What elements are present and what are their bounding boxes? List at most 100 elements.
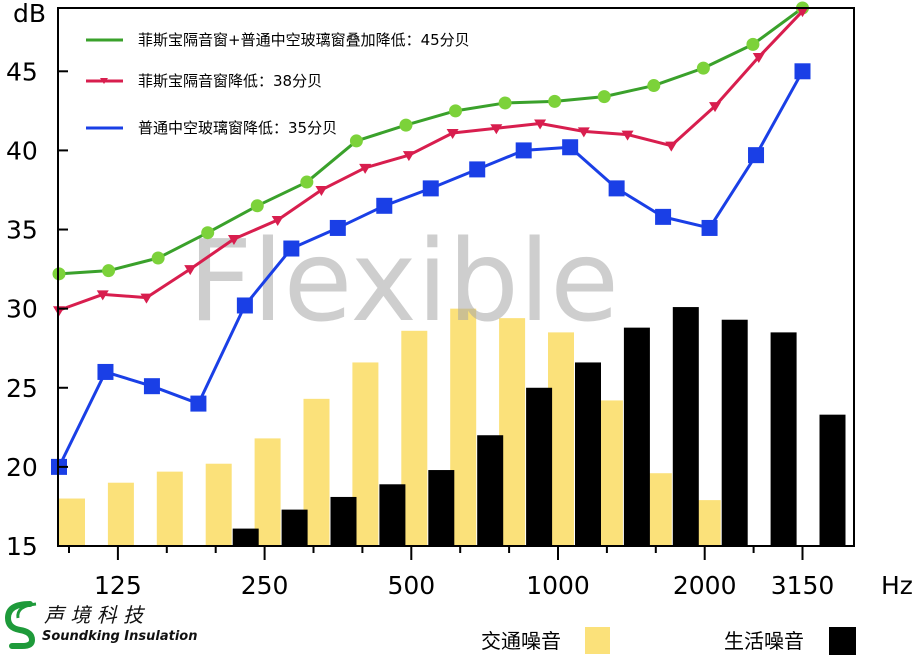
legend-label-triangle: 菲斯宝隔音窗降低：38分贝 xyxy=(138,72,322,90)
legend-marker-triangle xyxy=(100,78,108,84)
bar-traffic-250 xyxy=(254,438,281,546)
bar-life-1250 xyxy=(623,327,650,546)
bar-life-2000 xyxy=(721,319,748,546)
bar-life-630 xyxy=(477,435,504,546)
x-tick-label-1000: 1000 xyxy=(526,571,590,600)
bar-traffic-200 xyxy=(205,463,232,546)
bottom-legend-life-label: 生活噪音 xyxy=(724,629,804,653)
bar-traffic-125 xyxy=(107,482,134,546)
bar-traffic-400 xyxy=(352,362,379,546)
point-circle-2 xyxy=(151,251,165,265)
bar-life-3150 xyxy=(819,414,846,546)
point-square-10 xyxy=(515,142,532,159)
x-tick-label-3150: 3150 xyxy=(771,571,835,600)
point-triangle-17 xyxy=(796,7,809,18)
lines-layer xyxy=(51,1,811,475)
point-square-3 xyxy=(190,395,207,412)
bar-traffic-160 xyxy=(156,471,183,546)
y-unit-label: dB xyxy=(13,0,46,28)
bottom-legend-life-swatch xyxy=(829,627,856,655)
point-triangle-7 xyxy=(359,163,372,174)
point-triangle-4 xyxy=(227,235,240,246)
logo-english: Soundking Insulation xyxy=(42,629,197,644)
point-circle-8 xyxy=(449,104,463,118)
legend-label-square: 普通中空玻璃窗降低：35分贝 xyxy=(138,119,337,137)
point-square-2 xyxy=(143,378,160,395)
x-tick-label-500: 500 xyxy=(387,571,435,600)
bar-life-250 xyxy=(281,509,308,546)
point-triangle-3 xyxy=(184,265,197,276)
point-triangle-11 xyxy=(534,119,547,130)
bar-life-1600 xyxy=(672,307,699,546)
y-tick-label-25: 25 xyxy=(6,374,38,403)
point-square-11 xyxy=(562,139,579,156)
point-triangle-5 xyxy=(271,216,284,227)
bottom-legend-traffic-swatch xyxy=(585,627,610,654)
point-triangle-6 xyxy=(315,185,328,196)
point-circle-9 xyxy=(498,96,512,110)
point-circle-14 xyxy=(746,37,760,51)
point-triangle-9 xyxy=(446,129,459,140)
bar-life-200 xyxy=(232,528,259,546)
point-circle-10 xyxy=(548,94,562,108)
point-square-5 xyxy=(283,240,300,257)
x-tick-label-250: 250 xyxy=(241,571,289,600)
bar-traffic-100 xyxy=(59,498,85,546)
point-square-9 xyxy=(469,161,486,178)
point-circle-12 xyxy=(647,79,661,93)
logo-mark-icon xyxy=(4,601,37,649)
y-tick-label-30: 30 xyxy=(6,295,38,324)
plot-frame xyxy=(57,7,855,547)
bottom-legend-traffic-label: 交通噪音 xyxy=(481,629,561,653)
axes-layer: 15 20 25 30 35 40 45 125 250 500 1000 2000 3150 xyxy=(6,57,834,600)
bar-traffic-1000 xyxy=(548,332,574,546)
bar-traffic-500 xyxy=(401,330,428,546)
line-circle xyxy=(58,6,804,276)
point-square-7 xyxy=(376,197,393,214)
bar-life-1000 xyxy=(575,362,601,546)
point-triangle-1 xyxy=(96,290,109,301)
point-circle-3 xyxy=(201,226,215,240)
point-square-1 xyxy=(97,363,114,380)
logo-chinese: 声 境 科 技 xyxy=(44,603,145,627)
bar-traffic-800 xyxy=(499,318,526,546)
legend: 菲斯宝隔音窗+普通中空玻璃窗叠加降低：45分贝菲斯宝隔音窗降低：38分贝普通中空… xyxy=(86,31,470,137)
point-square-14 xyxy=(701,219,718,236)
point-circle-5 xyxy=(300,175,314,189)
bar-traffic-2000 xyxy=(694,500,721,546)
point-triangle-15 xyxy=(709,102,722,113)
line-triangle xyxy=(58,10,804,312)
bar-life-800 xyxy=(526,387,553,546)
bar-traffic-630 xyxy=(450,308,477,546)
y-tick-label-20: 20 xyxy=(6,453,38,482)
point-circle-11 xyxy=(597,90,611,104)
point-triangle-13 xyxy=(621,130,634,141)
y-tick-label-15: 15 xyxy=(6,532,38,561)
x-unit-label: Hz xyxy=(881,571,913,600)
point-square-6 xyxy=(329,219,346,236)
point-square-4 xyxy=(236,297,253,314)
legend-label-circle: 菲斯宝隔音窗+普通中空玻璃窗叠加降低：45分贝 xyxy=(138,31,470,49)
x-tick-label-2000: 2000 xyxy=(673,571,737,600)
point-square-8 xyxy=(422,180,439,197)
point-circle-7 xyxy=(399,118,413,132)
point-triangle-14 xyxy=(665,141,678,152)
point-triangle-2 xyxy=(140,293,153,304)
bar-life-400 xyxy=(379,484,406,546)
point-circle-13 xyxy=(696,61,710,75)
y-tick-label-45: 45 xyxy=(6,57,38,86)
point-square-13 xyxy=(655,208,672,225)
point-circle-4 xyxy=(250,199,264,213)
bars-layer xyxy=(59,307,846,546)
watermark: Flexible xyxy=(188,217,619,347)
y-tick-label-40: 40 xyxy=(6,136,38,165)
point-square-16 xyxy=(794,63,811,80)
company-logo: 声 境 科 技 Soundking Insulation xyxy=(4,601,197,649)
bar-traffic-1250 xyxy=(596,400,623,546)
point-square-12 xyxy=(608,180,625,197)
bar-traffic-1600 xyxy=(645,473,672,546)
x-tick-label-125: 125 xyxy=(94,571,142,600)
point-circle-1 xyxy=(102,264,116,278)
point-triangle-10 xyxy=(490,124,503,135)
